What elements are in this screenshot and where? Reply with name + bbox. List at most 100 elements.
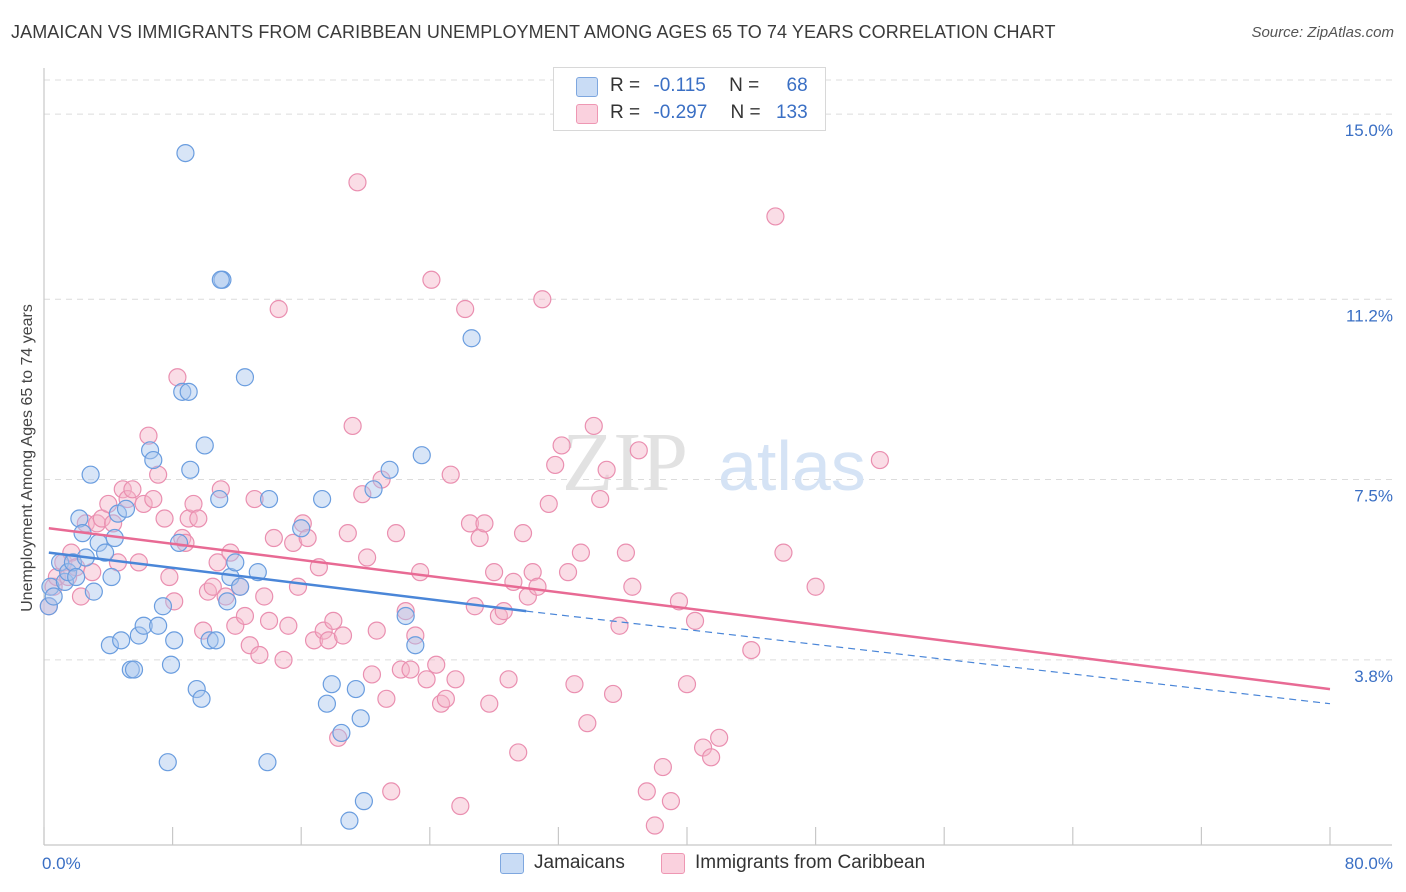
point-caribbean (427, 655, 446, 674)
point-caribbean (362, 665, 382, 684)
point-caribbean (358, 548, 377, 567)
point-caribbean (653, 757, 672, 777)
point-caribbean (406, 626, 425, 645)
point-caribbean (475, 514, 494, 533)
point-caribbean (528, 577, 547, 596)
point-caribbean (645, 816, 664, 835)
series-jamaicans-points (39, 143, 481, 830)
legend-n-value: 68 (786, 75, 808, 96)
point-caribbean (155, 509, 174, 528)
point-jamaican (158, 753, 177, 772)
x-tick-label: 80.0% (1345, 854, 1393, 873)
bottom-legend-swatch-jamaicans (500, 853, 524, 874)
point-caribbean (168, 368, 187, 387)
point-jamaican (161, 655, 181, 674)
point-caribbean (470, 528, 489, 548)
legend-r-value: -0.115 (653, 75, 706, 96)
point-jamaican (144, 450, 163, 470)
point-caribbean (451, 796, 470, 816)
point-jamaican (81, 465, 100, 484)
point-caribbean (235, 606, 255, 626)
point-caribbean (353, 485, 372, 504)
point-caribbean (348, 173, 367, 192)
watermark-zip: ZIP (562, 416, 688, 509)
point-caribbean (329, 728, 348, 747)
point-caribbean (677, 675, 697, 694)
point-caribbean (377, 689, 396, 708)
point-caribbean (702, 748, 721, 767)
source-label: Source: ZipAtlas.com (1251, 24, 1394, 41)
point-caribbean (710, 728, 729, 747)
point-caribbean (494, 602, 513, 621)
point-caribbean (144, 489, 163, 509)
point-caribbean (661, 792, 681, 811)
point-caribbean (578, 714, 597, 733)
point-caribbean (485, 563, 504, 582)
point-caribbean (391, 660, 410, 679)
watermark-atlas: atlas (718, 427, 866, 505)
point-caribbean (274, 650, 293, 669)
point-jamaican (112, 631, 131, 650)
point-jamaican (100, 636, 120, 655)
point-caribbean (134, 494, 153, 514)
point-caribbean (637, 782, 656, 801)
point-caribbean (571, 543, 591, 562)
axes (43, 68, 1392, 846)
point-jamaican (248, 563, 267, 582)
point-caribbean (610, 616, 629, 635)
point-caribbean (165, 592, 184, 611)
point-caribbean (546, 455, 565, 475)
point-jamaican (187, 679, 206, 699)
y-tick-label: 15.0% (1345, 121, 1393, 140)
point-caribbean (184, 494, 203, 514)
point-jamaican (192, 689, 211, 708)
point-caribbean (298, 528, 317, 548)
point-jamaican (134, 616, 153, 635)
point-caribbean (269, 299, 288, 319)
point-jamaican (259, 489, 279, 509)
point-caribbean (480, 694, 499, 713)
y-tick-label: 3.8% (1354, 667, 1393, 686)
point-caribbean (623, 577, 642, 596)
point-caribbean (539, 494, 558, 514)
point-caribbean (304, 631, 324, 650)
point-jamaican (149, 616, 168, 635)
point-caribbean (685, 611, 705, 630)
point-caribbean (288, 577, 308, 596)
point-jamaican (396, 606, 415, 626)
point-caribbean (565, 675, 584, 694)
point-jamaican (412, 446, 431, 465)
x-tick-label: 0.0% (42, 854, 81, 873)
legend-n-value: 133 (775, 102, 808, 123)
point-caribbean (386, 524, 406, 543)
point-caribbean (208, 553, 227, 572)
y-tick-label: 7.5% (1354, 487, 1393, 506)
point-caribbean (446, 670, 465, 689)
bottom-legend-swatch-caribbean (661, 853, 685, 874)
point-jamaican (67, 567, 86, 587)
trend-lines (48, 527, 1331, 705)
point-caribbean (279, 616, 298, 635)
point-jamaican (44, 587, 63, 606)
point-caribbean (401, 660, 420, 679)
point-caribbean (338, 524, 357, 543)
point-caribbean (499, 670, 518, 689)
point-jamaican (206, 631, 226, 650)
point-caribbean (382, 782, 401, 801)
point-caribbean (250, 645, 269, 665)
point-caribbean (160, 567, 179, 587)
tick-labels: 3.8% 7.5% 11.2% 15.0% 0.0% 80.0% (42, 121, 1393, 873)
point-jamaican (354, 792, 373, 811)
point-jamaican (292, 519, 311, 538)
point-jamaican (129, 626, 148, 645)
point-jamaican (195, 436, 214, 455)
point-caribbean (552, 436, 571, 455)
point-caribbean (742, 640, 761, 660)
point-jamaican (364, 480, 383, 499)
stats-legend: R = -0.115 N = 68 R = -0.297 N = 133 (553, 67, 826, 131)
point-caribbean (123, 480, 142, 499)
point-caribbean (245, 489, 264, 509)
point-jamaican (102, 567, 121, 587)
point-caribbean (104, 514, 123, 533)
